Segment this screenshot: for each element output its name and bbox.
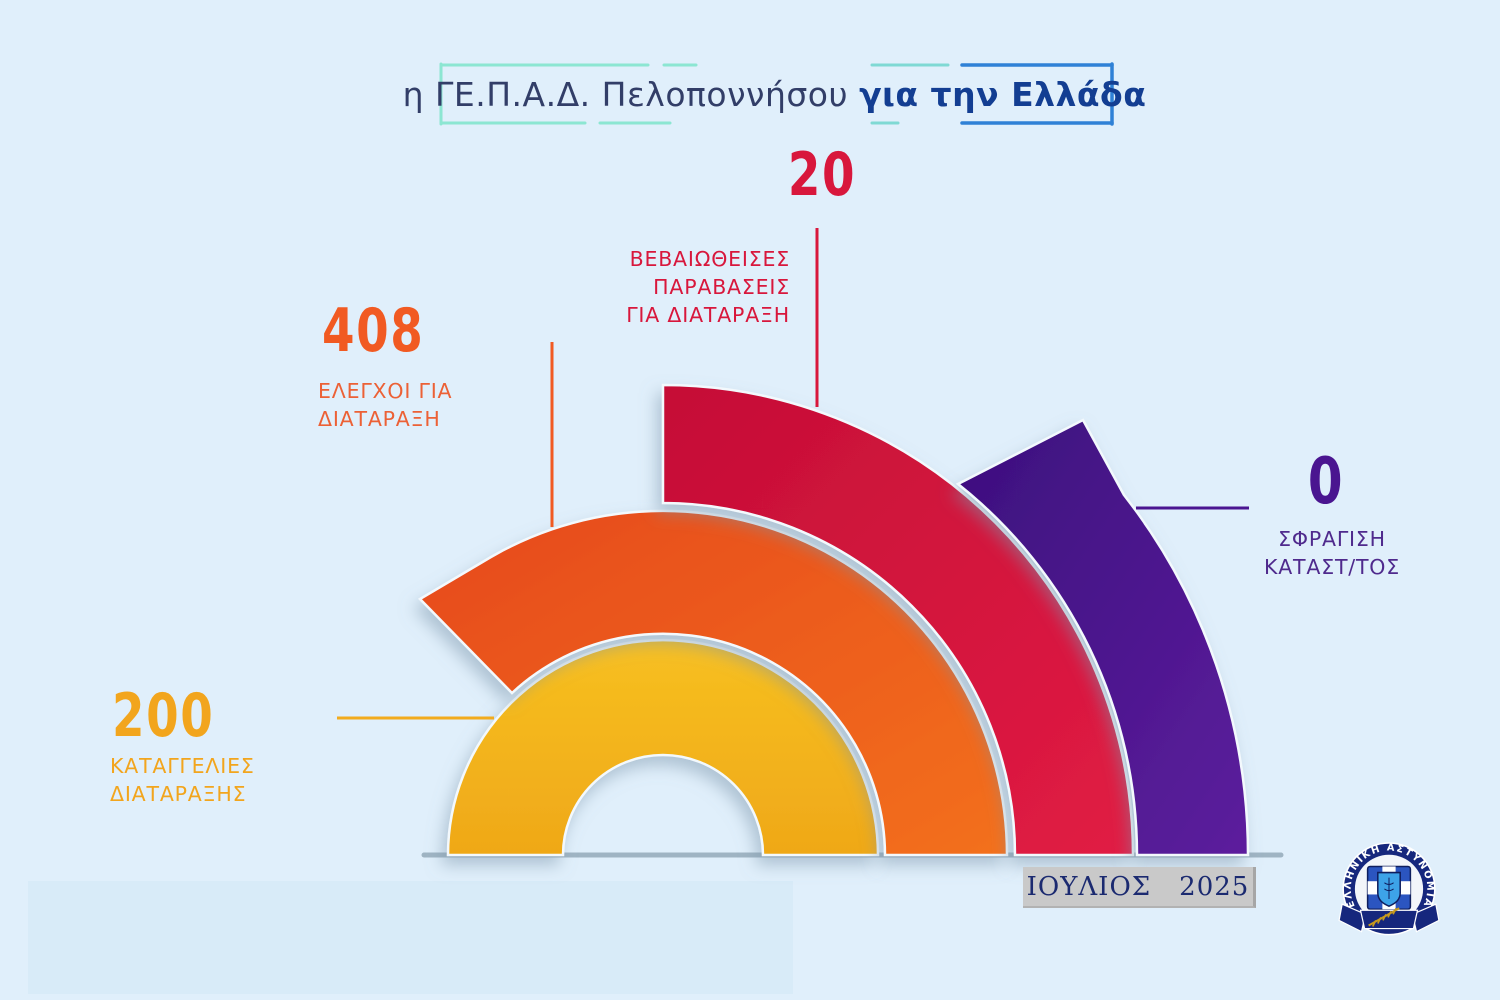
petal-checks-408 [417,509,1009,857]
label-line: ΒΕΒΑΙΩΘΕΙΣΕΣ [629,247,790,271]
label-complaints: ΚΑΤΑΓΓΕΛΙΕΣ ΔΙΑΤΑΡΑΞΗΣ [110,753,255,809]
page-title: η ΓΕ.Π.Α.Δ. Πελοποννήσου για την Ελλάδα [403,62,1146,127]
logo-shield [1377,871,1401,907]
label-line: ΔΙΑΤΑΡΑΞΗΣ [110,781,247,806]
label-checks: ΕΛΕΓΧΟΙ ΓΙΑ ΔΙΑΤΑΡΑΞΗ [318,378,452,434]
value-sealings: 0 [1307,445,1345,519]
logo-laurel-leaves [1371,907,1397,927]
label-line: ΕΛΕΓΧΟΙ ΓΙΑ [318,379,453,403]
background-band [28,881,793,994]
label-violations: ΒΕΒΑΙΩΘΕΙΣΕΣ ΠΑΡΑΒΑΣΕΙΣ ΓΙΑ ΔΙΑΤΑΡΑΞΗ [558,246,790,330]
period-badge: ΙΟΥΛΙΟΣ 2025 [1023,867,1256,908]
label-line: ΠΑΡΑΒΑΣΕΙΣ [653,274,790,299]
period-month: ΙΟΥΛΙΟΣ [1026,871,1152,902]
title-frame [439,62,1114,126]
label-line: ΔΙΑΤΑΡΑΞΗ [318,406,441,431]
label-line: ΚΑΤΑΣΤ/ΤΟΣ [1263,554,1400,579]
title-prefix: η ΓΕ.Π.Α.Δ. Πελοποννήσου [402,75,849,114]
period-year: 2025 [1179,871,1250,902]
title-emphasis: για την Ελλάδα [859,75,1147,114]
value-checks: 408 [322,296,425,366]
label-sealings: ΣΦΡΑΓΙΣΗ ΚΑΤΑΣΤ/ΤΟΣ [1232,526,1432,582]
value-violations: 20 [787,140,857,210]
value-complaints: 200 [112,681,215,751]
logo-ribbon [1338,903,1440,933]
petal-complaints-200 [446,638,880,857]
label-line: ΣΦΡΑΓΙΣΗ [1278,527,1386,551]
hellenic-police-logo: ΕΛΛΗΝΙΚΗ ΑΣΤΥΝΟΜΙΑ [1338,842,1440,936]
petal-violations-20 [661,383,1135,857]
label-line: ΓΙΑ ΔΙΑΤΑΡΑΞΗ [626,302,790,327]
petal-sealings-0 [955,418,1250,857]
label-line: ΚΑΤΑΓΓΕΛΙΕΣ [110,754,255,778]
